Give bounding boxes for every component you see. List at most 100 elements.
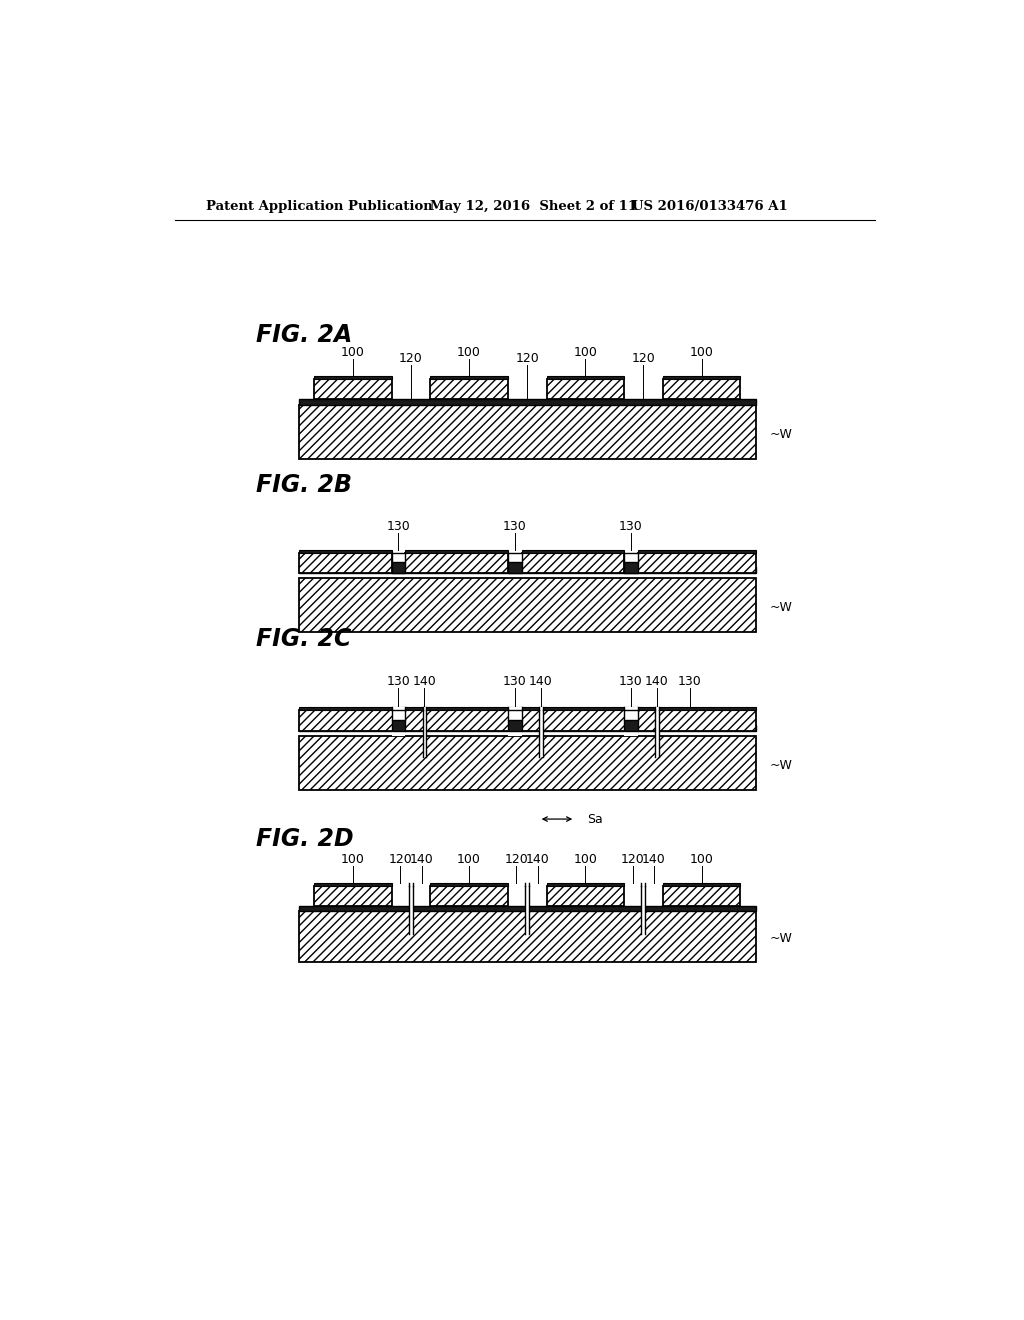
Text: ~W: ~W [770,428,793,441]
Bar [638,549,756,553]
Text: Patent Application Publication: Patent Application Publication [206,199,432,213]
Text: 100: 100 [689,346,714,359]
Text: 140: 140 [413,675,436,688]
Bar [406,549,508,553]
Bar [663,376,740,379]
Text: 100: 100 [457,346,481,359]
Bar [423,710,426,758]
Text: 120: 120 [515,351,539,364]
Bar [391,719,406,730]
Text: 100: 100 [341,346,365,359]
Bar [423,708,426,710]
Text: US 2016/0133476 A1: US 2016/0133476 A1 [632,199,787,213]
Text: 140: 140 [642,853,666,866]
Bar [299,400,756,405]
Text: 130: 130 [620,520,643,533]
Bar [624,708,638,710]
Text: 130: 130 [387,675,411,688]
Bar [299,906,756,911]
Text: 100: 100 [689,853,714,866]
Text: May 12, 2016  Sheet 2 of 11: May 12, 2016 Sheet 2 of 11 [430,199,637,213]
Bar [638,553,756,573]
Bar [299,405,756,459]
Bar [299,549,391,553]
Bar [655,710,658,758]
Bar [508,562,521,573]
Bar [624,710,638,737]
Bar [409,886,413,933]
Bar [391,553,406,562]
Bar [314,376,391,379]
Bar [430,883,508,886]
Bar [525,883,529,886]
Bar [391,710,406,737]
Bar [299,708,756,710]
Bar [430,379,508,400]
Text: ~W: ~W [770,759,793,772]
Text: 120: 120 [632,351,655,364]
Bar [508,553,521,562]
Bar [641,883,645,886]
Text: 120: 120 [399,351,423,364]
Text: 120: 120 [505,853,528,866]
Text: 130: 130 [620,675,643,688]
Bar [547,376,624,379]
Bar [299,911,756,961]
Bar [547,886,624,906]
Bar [508,719,521,730]
Bar [624,553,638,562]
Text: 140: 140 [410,853,433,866]
Bar [299,568,756,573]
Bar [547,883,624,886]
Bar [539,710,543,758]
Bar [641,886,645,933]
Text: FIG. 2A: FIG. 2A [256,323,352,347]
Text: 130: 130 [503,675,526,688]
Text: FIG. 2B: FIG. 2B [256,473,352,498]
Bar [314,886,391,906]
Bar [508,708,521,710]
Bar [299,553,391,573]
Text: 100: 100 [573,346,597,359]
Bar [299,578,756,632]
Text: 100: 100 [457,853,481,866]
Text: 140: 140 [645,675,669,688]
Bar [430,886,508,906]
Text: 100: 100 [573,853,597,866]
Bar [624,719,638,730]
Text: 120: 120 [621,853,644,866]
Bar [525,886,529,933]
Bar [299,710,756,730]
Bar [299,737,756,789]
Bar [663,379,740,400]
Text: 140: 140 [528,675,553,688]
Bar [655,708,658,710]
Text: Sa: Sa [587,813,602,826]
Text: ~W: ~W [770,601,793,614]
Bar [508,710,521,737]
Bar [547,379,624,400]
Text: 100: 100 [341,853,365,866]
Bar [299,725,756,730]
Bar [663,883,740,886]
Bar [391,562,406,573]
Text: 130: 130 [503,520,526,533]
Bar [624,562,638,573]
Bar [406,553,508,573]
Bar [663,886,740,906]
Bar [409,883,413,886]
Text: FIG. 2C: FIG. 2C [256,627,351,651]
Text: 140: 140 [526,853,550,866]
Bar [521,549,624,553]
Bar [314,379,391,400]
Bar [521,553,624,573]
Text: ~W: ~W [770,932,793,945]
Bar [314,883,391,886]
Text: 130: 130 [678,675,701,688]
Bar [430,376,508,379]
Bar [391,708,406,710]
Text: FIG. 2D: FIG. 2D [256,828,353,851]
Bar [539,708,543,710]
Text: 120: 120 [388,853,412,866]
Text: 130: 130 [387,520,411,533]
